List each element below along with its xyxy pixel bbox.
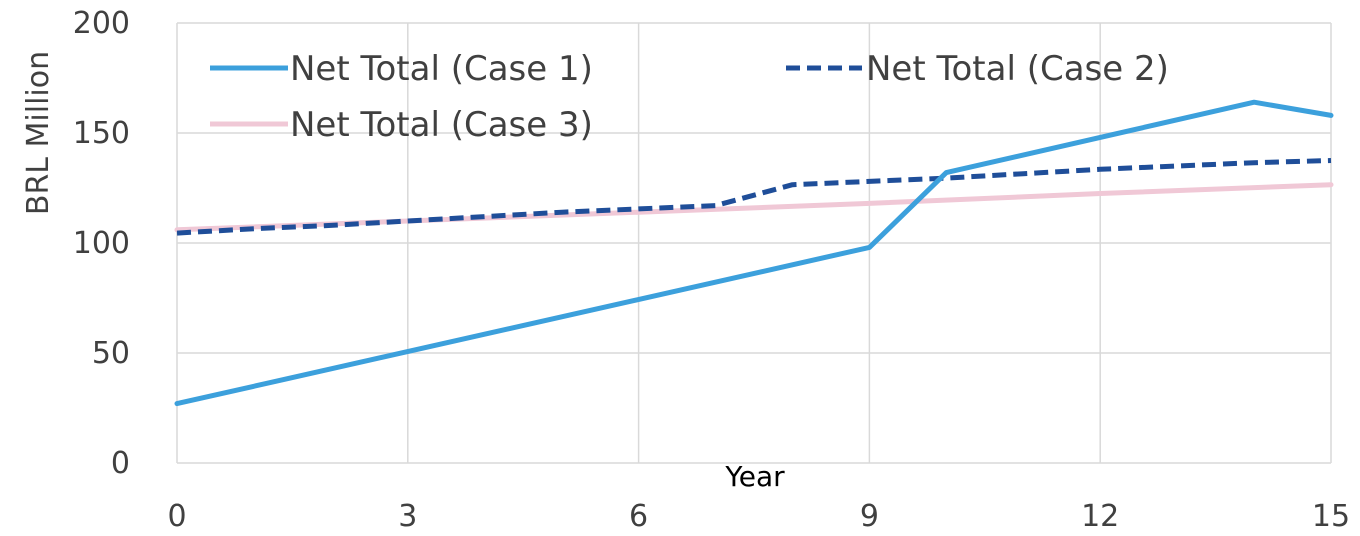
y-tick-label: 100 <box>73 226 130 261</box>
x-axis-title: Year <box>724 460 785 493</box>
y-tick-label: 150 <box>73 116 130 151</box>
x-tick-label: 15 <box>1312 499 1350 534</box>
x-tick-label: 3 <box>398 499 417 534</box>
legend-label-case-3: Net Total (Case 3) <box>290 105 593 145</box>
x-tick-label: 6 <box>629 499 648 534</box>
y-tick-label: 50 <box>92 336 130 371</box>
y-tick-label: 0 <box>111 446 130 481</box>
series-line-case-1 <box>174 99 1334 407</box>
series-lines <box>174 99 1334 407</box>
x-tick-label: 0 <box>167 499 186 534</box>
x-tick-label: 9 <box>860 499 879 534</box>
legend-label-case-2: Net Total (Case 2) <box>866 49 1169 89</box>
y-tick-label: 200 <box>73 6 130 41</box>
legend-label-case-1: Net Total (Case 1) <box>290 49 593 89</box>
gridlines <box>177 22 1332 463</box>
tick-labels: 0 50 100 150 200 0 3 6 9 12 15 <box>73 6 1350 534</box>
legend: Net Total (Case 1) Net Total (Case 2) Net … <box>210 49 1169 145</box>
y-axis-title: BRL Million <box>21 51 56 215</box>
axes <box>176 23 1331 464</box>
series-line-case-2 <box>176 158 1332 236</box>
x-tick-label: 12 <box>1081 499 1119 534</box>
